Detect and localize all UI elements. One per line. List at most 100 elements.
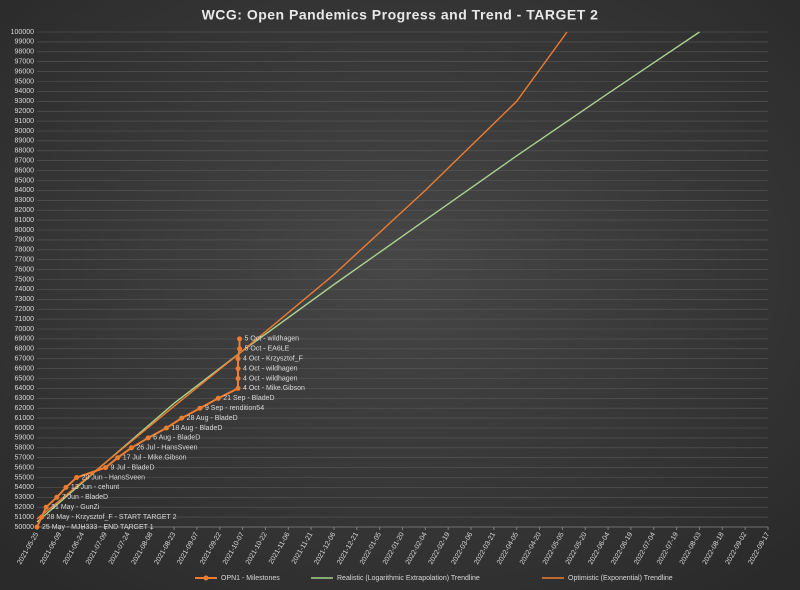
milestone-label: 28 Aug - BladeD bbox=[187, 415, 238, 422]
y-tick-label: 53000 bbox=[15, 494, 35, 501]
y-tick-label: 97000 bbox=[15, 59, 35, 66]
y-tick-label: 74000 bbox=[15, 286, 35, 293]
y-tick-label: 98000 bbox=[15, 49, 35, 56]
milestone-marker bbox=[235, 376, 241, 381]
milestone-label: 26 Jul - HansSveen bbox=[136, 445, 197, 452]
y-tick-label: 100000 bbox=[11, 29, 34, 36]
milestone-marker bbox=[39, 514, 45, 520]
milestone-marker bbox=[235, 366, 241, 372]
y-tick-label: 83000 bbox=[15, 197, 35, 204]
milestone-marker bbox=[235, 385, 241, 391]
milestone-label: 5 Oct - EA6LE bbox=[245, 346, 290, 353]
y-tick-label: 82000 bbox=[15, 207, 35, 214]
y-tick-label: 67000 bbox=[15, 356, 35, 363]
y-tick-label: 79000 bbox=[15, 237, 35, 244]
milestone-marker bbox=[179, 415, 185, 421]
y-tick-label: 78000 bbox=[15, 247, 35, 254]
y-tick-label: 87000 bbox=[15, 158, 35, 165]
milestone-label: 4 Oct - wildhagen bbox=[243, 365, 298, 372]
milestone-marker bbox=[215, 395, 221, 401]
y-tick-label: 62000 bbox=[15, 405, 35, 412]
y-tick-label: 88000 bbox=[15, 148, 35, 155]
y-tick-label: 96000 bbox=[15, 68, 35, 75]
y-tick-label: 77000 bbox=[15, 257, 35, 264]
y-tick-label: 52000 bbox=[15, 504, 35, 511]
legend-label: Optimistic (Exponential) Trendline bbox=[568, 575, 673, 582]
y-tick-label: 69000 bbox=[15, 336, 35, 343]
milestone-label: 9 Sep - rendition54 bbox=[205, 405, 264, 412]
y-tick-label: 94000 bbox=[15, 88, 35, 95]
y-tick-label: 99000 bbox=[15, 39, 35, 46]
y-tick-label: 54000 bbox=[15, 484, 35, 491]
milestone-marker bbox=[54, 494, 60, 500]
y-tick-label: 91000 bbox=[15, 118, 35, 125]
y-tick-label: 93000 bbox=[15, 98, 35, 105]
y-tick-label: 66000 bbox=[15, 365, 35, 372]
milestone-marker bbox=[74, 475, 80, 480]
legend-marker bbox=[203, 575, 209, 581]
y-tick-label: 95000 bbox=[15, 78, 35, 85]
y-tick-label: 80000 bbox=[15, 227, 35, 234]
milestone-label: 18 Aug - BladeD bbox=[171, 425, 222, 432]
y-tick-label: 64000 bbox=[15, 385, 35, 392]
milestone-marker bbox=[43, 504, 49, 510]
milestone-label: 4 Oct - wildhagen bbox=[243, 375, 298, 382]
y-tick-label: 85000 bbox=[15, 177, 35, 184]
y-tick-label: 86000 bbox=[15, 167, 35, 174]
y-tick-label: 76000 bbox=[15, 266, 35, 273]
milestone-label: 31 May - GunZi bbox=[51, 504, 100, 511]
y-tick-label: 73000 bbox=[15, 296, 35, 303]
milestone-label: 5 Oct - wildhagen bbox=[245, 336, 300, 343]
legend-label: OPN1 - Milestones bbox=[221, 575, 280, 582]
y-tick-label: 63000 bbox=[15, 395, 35, 402]
milestone-label: 28 May - Krzysztof_F - START TARGET 2 bbox=[47, 514, 177, 521]
y-tick-label: 59000 bbox=[15, 435, 35, 442]
series-line bbox=[36, 31, 700, 523]
y-tick-label: 71000 bbox=[15, 316, 35, 323]
milestone-marker bbox=[145, 435, 151, 441]
milestone-label: 4 Oct - Mike.Gibson bbox=[243, 385, 305, 392]
milestone-marker bbox=[237, 336, 243, 342]
y-tick-label: 61000 bbox=[15, 415, 35, 422]
milestone-marker bbox=[197, 405, 203, 411]
milestone-label: 17 Jul - Mike.Gibson bbox=[123, 455, 187, 462]
milestone-marker bbox=[103, 465, 109, 471]
milestone-marker bbox=[237, 346, 243, 352]
y-tick-label: 89000 bbox=[15, 138, 35, 145]
y-tick-label: 58000 bbox=[15, 445, 35, 452]
milestone-marker bbox=[34, 524, 40, 530]
y-tick-label: 68000 bbox=[15, 346, 35, 353]
milestone-label: 20 Jun - HansSveen bbox=[82, 474, 146, 481]
y-tick-label: 75000 bbox=[15, 276, 35, 283]
milestone-label: 13 Jun - cehunt bbox=[71, 484, 119, 491]
y-tick-label: 51000 bbox=[15, 514, 35, 521]
y-tick-label: 57000 bbox=[15, 455, 35, 462]
milestone-label: 7 Jun - BladeD bbox=[62, 494, 108, 501]
legend-label: Realistic (Logarithmic Extrapolation) Tr… bbox=[337, 575, 480, 582]
milestone-label: 9 Jul - BladeD bbox=[111, 464, 155, 471]
y-tick-label: 50000 bbox=[15, 524, 35, 531]
y-tick-label: 56000 bbox=[15, 464, 35, 471]
y-tick-label: 60000 bbox=[15, 425, 35, 432]
y-tick-label: 70000 bbox=[15, 326, 35, 333]
milestone-marker bbox=[115, 455, 121, 461]
series-line bbox=[36, 31, 568, 520]
milestone-marker bbox=[163, 425, 169, 431]
y-tick-label: 84000 bbox=[15, 187, 35, 194]
chart-title: WCG: Open Pandemics Progress and Trend -… bbox=[202, 7, 599, 23]
milestone-marker bbox=[63, 484, 69, 490]
y-tick-label: 55000 bbox=[15, 474, 35, 481]
milestone-label: 25 May - MJH333 - END TARGET 1 bbox=[42, 524, 154, 531]
y-tick-label: 81000 bbox=[15, 217, 35, 224]
y-tick-label: 90000 bbox=[15, 128, 35, 135]
y-tick-label: 92000 bbox=[15, 108, 35, 115]
milestone-marker bbox=[128, 445, 134, 451]
y-tick-label: 65000 bbox=[15, 375, 35, 382]
milestone-label: 6 Aug - BladeD bbox=[153, 435, 200, 442]
milestone-marker bbox=[235, 356, 241, 362]
milestone-label: 4 Oct - Krzysztof_F bbox=[243, 356, 303, 363]
y-tick-label: 72000 bbox=[15, 306, 35, 313]
milestone-label: 21 Sep - BladeD bbox=[223, 395, 274, 402]
